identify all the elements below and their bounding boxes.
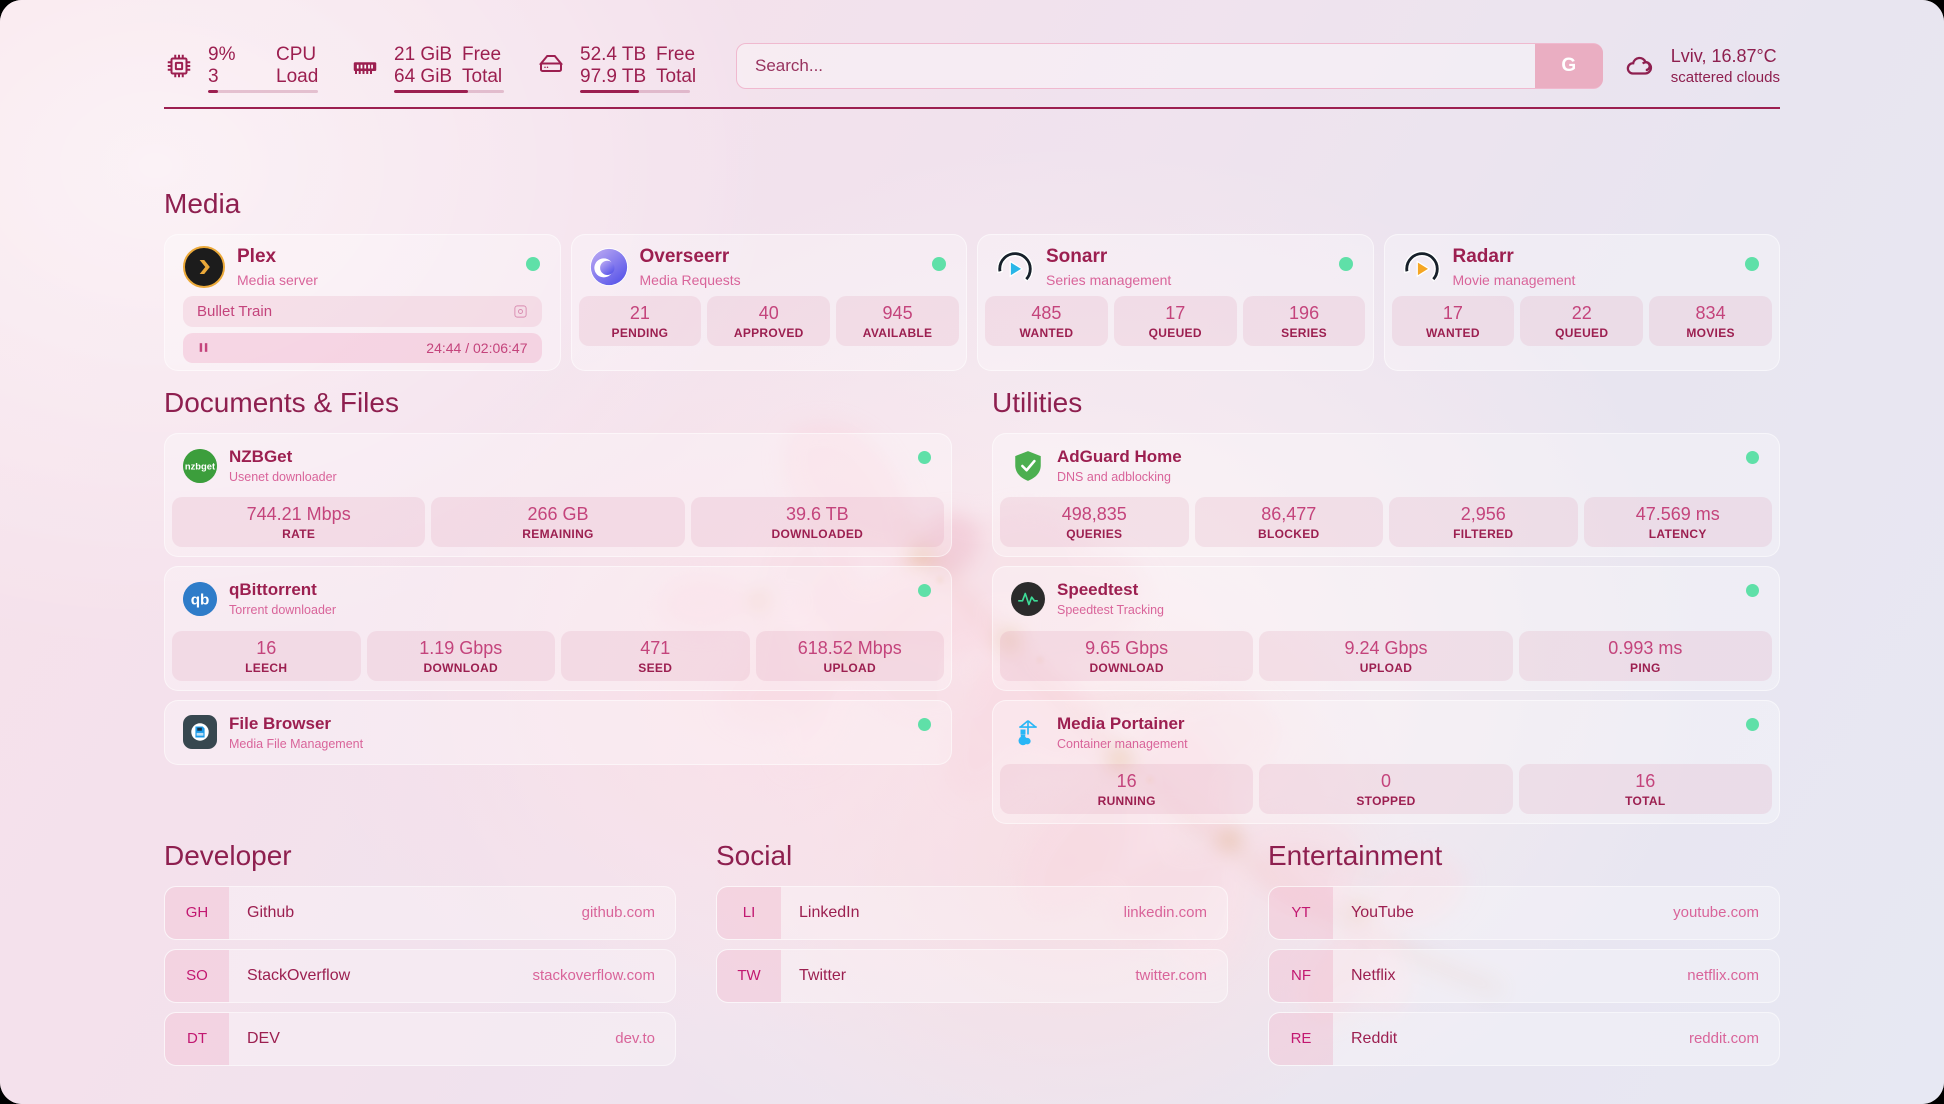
svg-text:qb: qb [191,591,210,608]
svg-text:nzbget: nzbget [185,460,215,471]
